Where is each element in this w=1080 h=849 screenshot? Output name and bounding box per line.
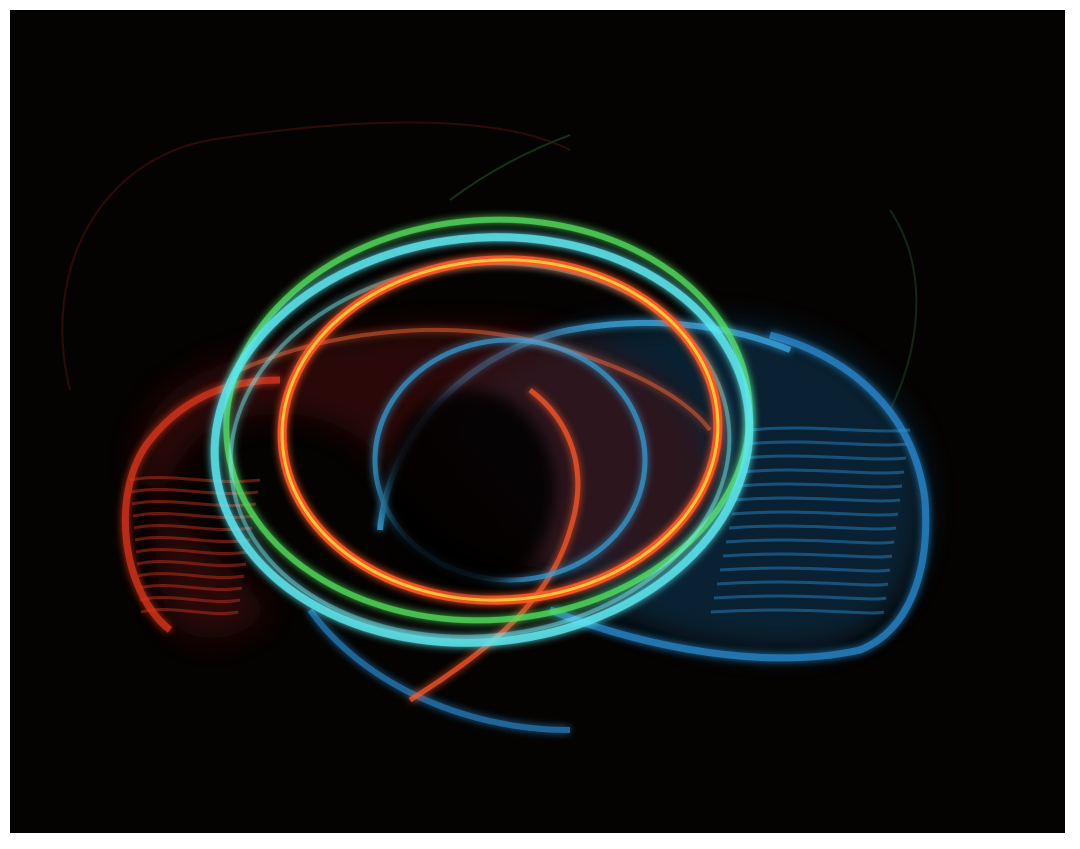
blue-stripe xyxy=(731,510,899,517)
blue-stripe xyxy=(722,552,893,559)
red-stripe xyxy=(138,584,243,592)
blue-stripe xyxy=(740,468,905,475)
faint-red-wisp xyxy=(61,121,571,391)
blue-stripe xyxy=(749,426,911,433)
dark-center xyxy=(385,390,555,590)
blue-stripe xyxy=(719,566,891,573)
blue-stripe xyxy=(737,482,903,489)
main-rings xyxy=(210,216,754,647)
red-stripe xyxy=(134,536,251,544)
red-ribbon-stripes xyxy=(129,475,261,616)
blue-stripe xyxy=(746,440,909,447)
red-stripe xyxy=(137,572,245,580)
photo-frame xyxy=(10,10,1065,833)
yellow-ring-core xyxy=(280,258,720,602)
inner-blue-ring xyxy=(372,337,648,583)
red-stripe xyxy=(129,475,261,484)
faint-wisps xyxy=(61,121,918,411)
faint-green-arc xyxy=(889,209,918,411)
blue-stripe xyxy=(728,524,897,531)
red-stripe xyxy=(140,608,239,616)
red-stripe xyxy=(131,499,257,508)
red-stripe xyxy=(136,560,247,568)
red-stripe xyxy=(139,596,241,604)
blue-stripe xyxy=(725,538,895,545)
blue-ribbon-stripes xyxy=(710,426,911,615)
blue-stripe xyxy=(713,594,887,601)
light-painting-image xyxy=(61,121,930,733)
red-stripe xyxy=(135,548,249,556)
blue-stripe xyxy=(743,454,907,461)
cyan-ring-outer xyxy=(210,233,754,647)
blue-stripe xyxy=(710,608,885,615)
blue-stripe xyxy=(734,496,901,503)
red-stripe xyxy=(132,511,255,520)
faint-green-wisp xyxy=(449,134,571,201)
blue-stripe xyxy=(716,580,889,587)
